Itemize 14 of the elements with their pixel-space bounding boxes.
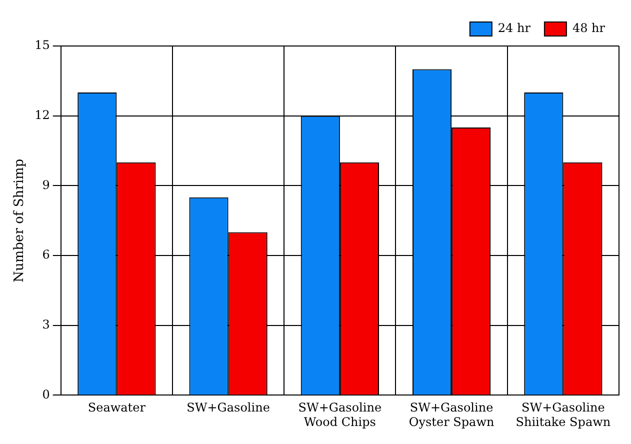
y-tick-label: 0: [42, 387, 50, 402]
x-tick-label: SW+Gasoline Wood Chips: [298, 400, 382, 429]
x-tick-label: SW+Gasoline: [186, 400, 270, 415]
y-tick-label: 9: [42, 178, 50, 192]
x-tick-label: SW+Gasoline Oyster Spawn: [408, 400, 494, 429]
y-tick-label: 12: [34, 108, 50, 122]
y-axis-title: Number of Shrimp: [12, 158, 28, 282]
legend-label: 48 hr: [572, 21, 606, 36]
x-tick-label: Seawater: [88, 400, 146, 415]
y-tick-label: 15: [34, 38, 50, 52]
legend-label: 24 hr: [498, 21, 531, 36]
y-tick-label: 6: [42, 248, 50, 262]
y-tick-label: 3: [42, 317, 50, 332]
x-tick-label: SW+Gasoline Shiitake Spawn: [516, 400, 611, 429]
